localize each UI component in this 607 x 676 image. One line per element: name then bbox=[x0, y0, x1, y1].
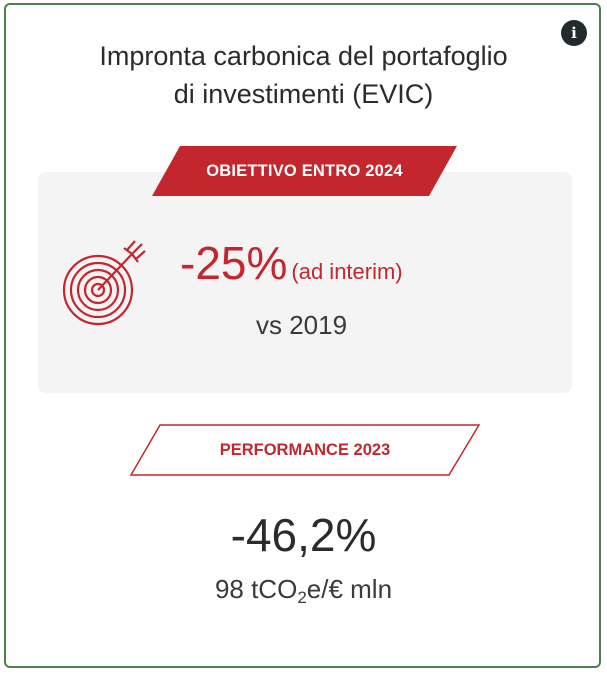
target-panel bbox=[38, 172, 572, 393]
target-badge-label: OBIETTIVO ENTRO 2024 bbox=[206, 162, 403, 180]
unit-prefix: 98 tCO bbox=[214, 574, 298, 604]
target-qualifier: (ad interim) bbox=[291, 259, 403, 284]
info-button[interactable]: i bbox=[561, 20, 587, 46]
unit-subscript: 2 bbox=[297, 588, 307, 607]
unit-suffix: e/€ mln bbox=[306, 574, 393, 604]
target-badge-shape bbox=[152, 146, 457, 196]
target-baseline: vs 2019 bbox=[256, 310, 348, 340]
target-value: -25% (ad interim) bbox=[180, 236, 403, 290]
performance-badge-shape bbox=[130, 424, 480, 476]
performance-unit: 98 tCO2e/€ mln bbox=[0, 574, 607, 608]
target-percent: -25% bbox=[180, 237, 288, 289]
card-title-line2: di investimenti (EVIC) bbox=[173, 79, 434, 109]
performance-badge: PERFORMANCE 2023 bbox=[130, 424, 480, 476]
target-badge: OBIETTIVO ENTRO 2024 bbox=[152, 146, 457, 196]
target-arrow-icon bbox=[62, 240, 148, 336]
performance-badge-label: PERFORMANCE 2023 bbox=[219, 441, 391, 459]
performance-value: -46,2% bbox=[230, 509, 377, 561]
card-title-line1: Impronta carbonica del portafoglio bbox=[99, 41, 508, 71]
